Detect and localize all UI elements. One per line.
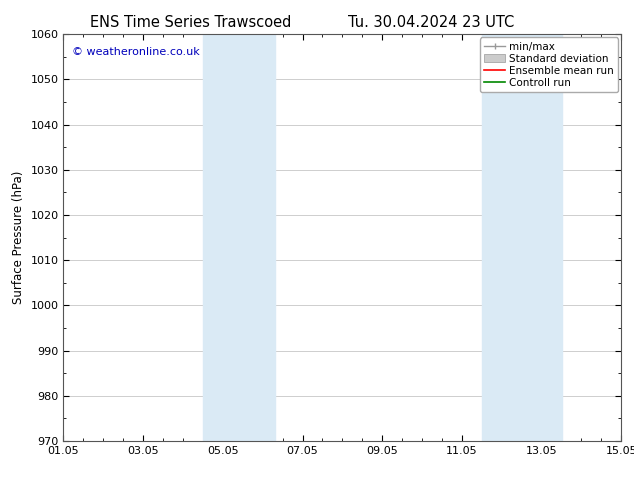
Y-axis label: Surface Pressure (hPa): Surface Pressure (hPa) bbox=[12, 171, 25, 304]
Bar bbox=[482, 34, 562, 441]
Text: Tu. 30.04.2024 23 UTC: Tu. 30.04.2024 23 UTC bbox=[348, 15, 514, 30]
Text: ENS Time Series Trawscoed: ENS Time Series Trawscoed bbox=[89, 15, 291, 30]
Text: © weatheronline.co.uk: © weatheronline.co.uk bbox=[72, 47, 200, 56]
Bar bbox=[203, 34, 275, 441]
Legend: min/max, Standard deviation, Ensemble mean run, Controll run: min/max, Standard deviation, Ensemble me… bbox=[480, 37, 618, 92]
